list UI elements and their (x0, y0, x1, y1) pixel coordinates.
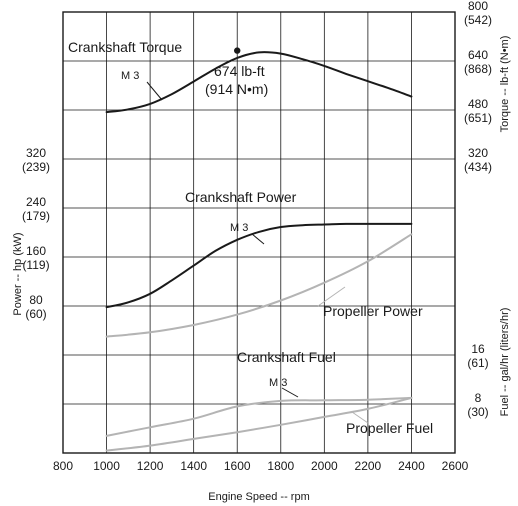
power-tick-sublabel: (179) (22, 209, 50, 223)
x-tick-label: 1400 (180, 459, 207, 473)
x-tick-label: 1600 (224, 459, 251, 473)
series-layer (105, 51, 413, 452)
x-tick-label: 800 (53, 459, 73, 473)
torque-tick-sublabel: (542) (464, 13, 492, 27)
torque-tick-label: 800 (468, 0, 488, 13)
label-peak-lbft: 674 lb-ft (214, 63, 265, 79)
label-propeller-fuel: Propeller Fuel (346, 420, 433, 436)
fuel-tick-sublabel: (61) (467, 356, 488, 370)
leader-propeller-fuel (351, 411, 369, 424)
torque-tick-sublabel: (868) (464, 62, 492, 76)
x-tick-label: 2400 (398, 459, 425, 473)
torque-tick-sublabel: (434) (464, 160, 492, 174)
power-tick-label: 320 (26, 146, 46, 160)
crankshaft-torque-line (105, 51, 413, 114)
x-tick-label: 2600 (442, 459, 469, 473)
x-axis-label: Engine Speed -- rpm (208, 491, 310, 503)
x-tick-labels: 800 1000 1200 1400 1600 1800 2000 2200 2400 2600 (53, 459, 469, 473)
power-axis-label: Power -- hp (kW) (12, 232, 24, 315)
fuel-axis-label: Fuel -- gal/hr (liters/hr) (499, 308, 511, 417)
torque-tick-labels: 320(434) 480(651) 640(868) 800(542) (464, 0, 492, 174)
torque-tick-label: 320 (468, 146, 488, 160)
power-tick-sublabel: (60) (25, 307, 46, 321)
peak-torque-point (234, 47, 241, 54)
label-crankshaft-power: Crankshaft Power (185, 189, 297, 205)
x-tick-label: 2000 (311, 459, 338, 473)
power-tick-label: 240 (26, 195, 46, 209)
torque-tick-label: 640 (468, 48, 488, 62)
propeller-power-line (105, 233, 413, 338)
label-fuel-m3: M 3 (269, 377, 287, 389)
leader-power-m3 (251, 233, 265, 245)
leader-torque-m3 (146, 81, 163, 101)
propeller-fuel-line (105, 396, 413, 452)
torque-axis-label: Torque -- lb-ft (N•m) (499, 36, 511, 133)
label-crankshaft-torque: Crankshaft Torque (68, 39, 182, 55)
torque-tick-label: 480 (468, 97, 488, 111)
plot-frame (62, 11, 456, 454)
fuel-tick-label: 8 (475, 391, 482, 405)
power-tick-label: 80 (29, 293, 43, 307)
power-tick-label: 160 (26, 244, 46, 258)
fuel-tick-label: 16 (471, 342, 485, 356)
label-peak-nm: (914 N•m) (205, 81, 268, 97)
power-tick-labels: 80(60) 160(119) 240(179) 320(239) (22, 146, 50, 321)
fuel-tick-sublabel: (30) (467, 405, 488, 419)
crankshaft-fuel-line (105, 396, 413, 437)
x-tick-label: 1800 (267, 459, 294, 473)
label-crankshaft-fuel: Crankshaft Fuel (237, 349, 336, 365)
leader-crankshaft-fuel-m3 (281, 387, 299, 398)
power-tick-sublabel: (239) (22, 160, 50, 174)
x-tick-label: 1000 (93, 459, 120, 473)
label-propeller-power: Propeller Power (323, 303, 423, 319)
power-tick-sublabel: (119) (22, 258, 49, 272)
leader-propeller-power (317, 286, 346, 307)
torque-tick-sublabel: (651) (464, 111, 492, 125)
label-power-m3: M 3 (230, 222, 248, 234)
x-tick-label: 1200 (137, 459, 164, 473)
label-torque-m3: M 3 (121, 70, 139, 82)
fuel-tick-labels: 8(30) 16(61) (467, 342, 488, 419)
x-tick-label: 2200 (355, 459, 382, 473)
annotation-leaders (146, 81, 369, 424)
grid (63, 12, 455, 453)
crankshaft-power-line (105, 222, 413, 309)
